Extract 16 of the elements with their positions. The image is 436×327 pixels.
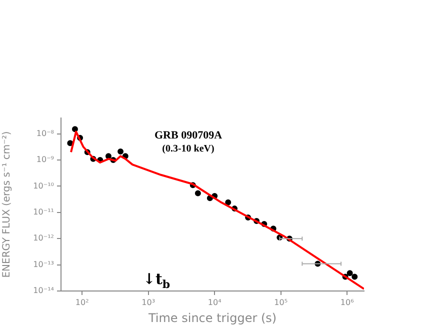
x-tick-label: 10³ xyxy=(142,298,156,307)
x-tick-label: 10⁴ xyxy=(208,298,222,307)
text: (0.3-10 keV) xyxy=(162,144,214,155)
y-tick-label: 10⁻¹⁰ xyxy=(33,181,54,190)
x-axis-title: Time since trigger (s) xyxy=(147,310,277,325)
y-tick-label: 10⁻⁸ xyxy=(36,128,54,138)
y-tick-label: 10⁻¹¹ xyxy=(33,207,54,216)
y-tick-label: 10⁻¹³ xyxy=(33,260,54,269)
y-axis-title: ENERGY FLUX (ergs s⁻¹ cm⁻²) xyxy=(2,131,13,278)
y-tick-label: 10⁻¹² xyxy=(33,234,54,243)
text: GRB 090709A xyxy=(154,129,222,142)
y-tick-label: 10⁻¹⁴ xyxy=(33,286,54,296)
y-tick-label: 10⁻⁹ xyxy=(36,155,54,164)
x-tick-label: 10² xyxy=(75,298,89,307)
x-tick-label: 10⁶ xyxy=(340,298,354,307)
x-tick-label: 10⁵ xyxy=(274,298,288,307)
